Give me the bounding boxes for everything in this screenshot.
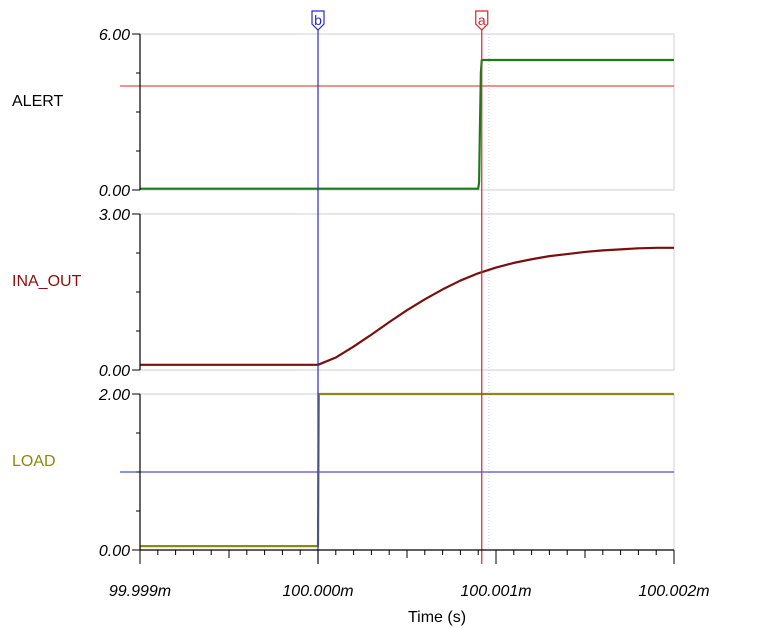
cursor-label-a: a <box>478 12 486 28</box>
cursor-marker-a <box>475 10 489 31</box>
x-tick-label: 99.999m <box>109 583 171 600</box>
x-tick-label: 100.002m <box>638 583 709 600</box>
series-layer <box>140 58 674 548</box>
series-ina_out <box>140 246 674 366</box>
y-tick-label: 0.00 <box>99 363 130 380</box>
series-load <box>140 392 674 548</box>
x-tick-label: 100.001m <box>460 583 531 600</box>
y-tick-label: 6.00 <box>99 27 130 44</box>
channel-label-ina_out: INA_OUT <box>12 273 82 290</box>
cursor-marker-b <box>311 10 325 31</box>
threshold-lines <box>120 85 674 473</box>
channel-label-alert: ALERT <box>12 93 64 110</box>
cursor-label-b: b <box>314 12 322 28</box>
frame-layer <box>139 33 675 551</box>
x-tick-label: 100.000m <box>282 583 353 600</box>
axis-layer: 6.00 0.00 3.00 0.00 2.00 0.00 99.999m 100.000m 1… <box>98 27 710 626</box>
y-tick-label: 0.00 <box>99 183 130 200</box>
y-tick-label: 2.00 <box>98 387 130 404</box>
x-axis-title: Time (s) <box>408 609 466 626</box>
y-tick-label: 0.00 <box>99 543 130 560</box>
plot-frame-ina_out <box>139 213 675 371</box>
label-layer: ALERT INA_OUT LOAD <box>12 93 82 470</box>
plot-frame-alert <box>139 33 675 191</box>
channel-label-load: LOAD <box>12 453 56 470</box>
series-alert <box>140 58 674 190</box>
y-tick-label: 3.00 <box>99 207 130 224</box>
